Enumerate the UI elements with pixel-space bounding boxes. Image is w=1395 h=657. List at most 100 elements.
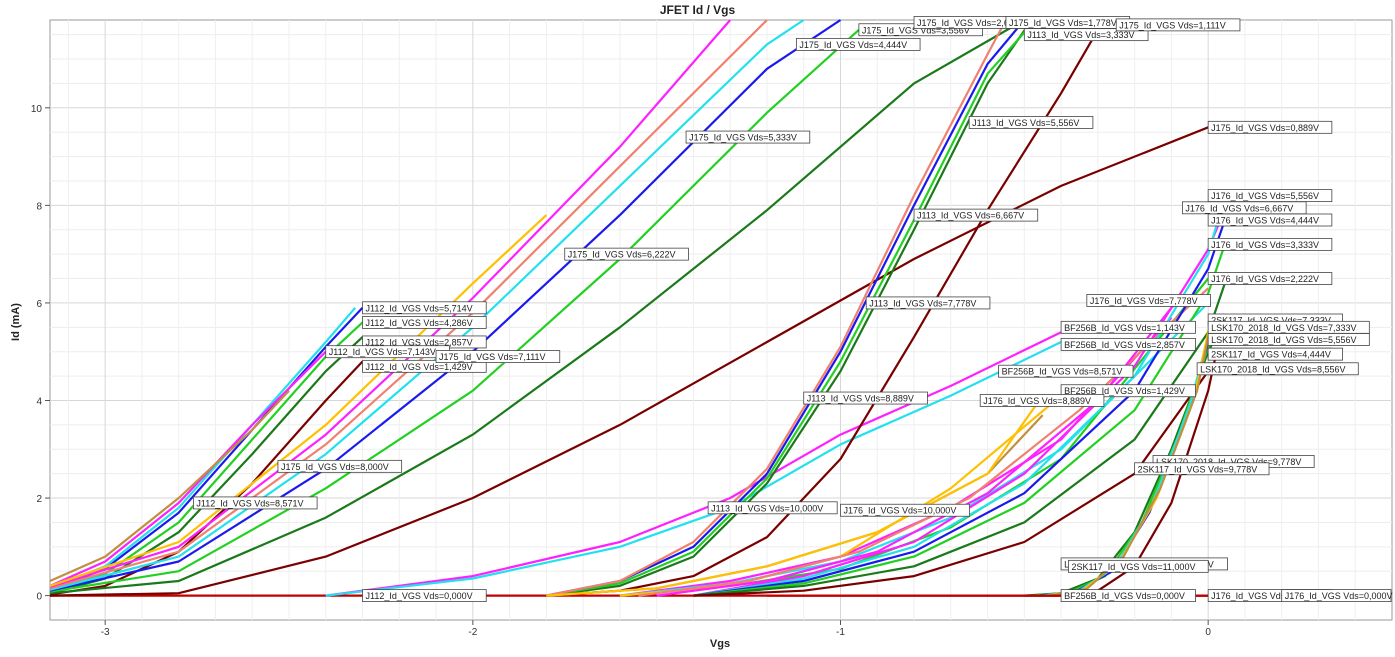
annotation-text: 2SK117_Id_VGS Vds=11,000V [1071, 562, 1195, 572]
annotation-label: J112_Id_VGS Vds=5,714V [362, 301, 487, 315]
annotation-box [1207, 347, 1343, 361]
annotation-text: J112_Id_VGS Vds=4,286V [366, 318, 473, 328]
annotation-label: BF256B_Id_VGS Vds=8,571V [998, 364, 1134, 378]
annotation-text: J175_Id_VGS Vds=3,556V [862, 25, 970, 35]
annotation-label: J176_Id_VGS Vds=6,667V [1182, 201, 1307, 215]
annotation-text: J176_Id_VGS Vds=6,667V [1185, 203, 1293, 213]
annotation-text: J176_Id_VGS Vds=0,000V [1285, 591, 1393, 601]
annotation-label: J175_Id_VGS Vds=5,333V [685, 130, 811, 144]
annotation-text: 2SK117_Id_VGS Vds=9,778V [1138, 464, 1258, 474]
annotation-box [1115, 18, 1241, 32]
series-line [693, 239, 1228, 597]
annotation-text: BF256B_Id_VGS Vds=1,143V [1064, 323, 1185, 333]
annotation-text: J176_Id_VGS Vds=0,000V [1211, 591, 1319, 601]
annotation-text: J176_Id_VGS Vds=4,444V [1211, 216, 1319, 226]
annotation-text: J112_Id_VGS Vds=1,429V [366, 362, 473, 372]
annotation-text: 2SK117_Id_VGS Vds=7,333V [1211, 316, 1331, 326]
annotation-box [362, 316, 487, 329]
annotation-text: BF256B_Id_VGS Vds=8,571V [1002, 367, 1123, 377]
series-line [49, 389, 290, 583]
annotation-text: J113_Id_VGS Vds=3,333V [1027, 30, 1134, 40]
annotation-text: J112_Id_VGS Vds=7,143V [329, 347, 436, 357]
annotation-label: J175_Id_VGS Vds=6,222V [564, 247, 689, 261]
annotation-text: LSK170_2018_Id_VGS Vds=5,556V [1211, 335, 1356, 345]
annotation-text: J176_Id_VGS Vds=10,000V [843, 506, 956, 516]
annotation-box [685, 130, 811, 144]
annotation-text: J175_Id_VGS Vds=0,889V [1211, 123, 1319, 133]
annotation-label: J176_Id_VGS Vds=2,222V [1207, 272, 1333, 285]
y-tick-label: 2 [36, 494, 42, 505]
annotation-label: J175_Id_VGS Vds=0,889V [1207, 120, 1333, 134]
annotation-label: LSK170_2018_Id_VGS Vds=8,556V [1196, 362, 1359, 376]
annotation-text: BF256B_Id_VGS Vds=0,000V [1064, 591, 1185, 601]
annotation-label: J112_Id_VGS Vds=7,143V [325, 345, 450, 359]
annotation-label: J175_Id_VGS Vds=1,111V [1115, 18, 1241, 32]
series-line [49, 19, 1025, 595]
annotation-box [1207, 272, 1333, 285]
annotation-text: J176_Id_VGS Vds=5,556V [1211, 191, 1319, 201]
axes: -3 -2 -1 0 0 2 4 6 8 10 [31, 104, 1212, 638]
annotation-text: J175_Id_VGS Vds=4,444V [799, 40, 907, 50]
annotation-box [707, 501, 838, 515]
annotation-box [968, 116, 1094, 129]
y-tick-label: 8 [36, 201, 42, 212]
series-line [49, 19, 768, 590]
annotation-text: J175_Id_VGS Vds=1,778V [1009, 18, 1117, 28]
annotation-text: BF256B_Id_VGS Vds=1,429V [1064, 386, 1185, 396]
annotation-text: J113_Id_VGS Vds=6,667V [917, 211, 1024, 221]
series-line [546, 29, 1099, 597]
x-axis-title: Vgs [709, 638, 731, 650]
annotation-box [865, 296, 991, 310]
annotation-text: J112_Id_VGS Vds=5,714V [366, 303, 473, 313]
annotation-text: J176_Id_VGS Vds=7,778V [1090, 296, 1198, 306]
annotation-box [362, 589, 487, 603]
annotation-label: J112_Id_VGS Vds=1,429V [362, 359, 487, 373]
annotation-text: LSK170_2018_Id_VGS Vds=8,556V [1200, 364, 1345, 374]
annotation-text: J175_Id_VGS Vds=7,111V [439, 352, 546, 362]
y-tick-label: 4 [36, 396, 42, 407]
annotation-label: J113_Id_VGS Vds=7,778V [865, 296, 991, 310]
annotation-label: J175_Id_VGS Vds=8,000V [277, 459, 403, 473]
annotation-box [1023, 28, 1149, 42]
x-tick-label: 0 [1205, 627, 1211, 638]
annotation-text: J175_Id_VGS Vds=8,000V [281, 462, 389, 472]
annotation-label: J176_Id_VGS Vds=4,444V [1207, 213, 1333, 227]
annotation-box [192, 496, 318, 510]
annotation-box [979, 394, 1105, 407]
annotation-text: 2SK117_Id_VGS Vds=4,444V [1211, 350, 1331, 360]
annotation-box [1207, 213, 1333, 227]
annotation-box [1134, 462, 1270, 476]
series-line [49, 28, 860, 593]
annotation-label: J112_Id_VGS Vds=0,000V [362, 589, 487, 603]
annotation-text: J175_Id_VGS Vds=1,111V [1119, 20, 1226, 30]
x-tick-label: -3 [101, 627, 110, 638]
annotation-box [1207, 120, 1333, 134]
annotation-box [998, 364, 1134, 378]
annotation-box [795, 37, 921, 51]
y-axis-title: Id (mA) [10, 303, 22, 341]
series-line [693, 190, 1228, 597]
y-tick-label: 0 [36, 592, 42, 603]
annotation-box [1060, 589, 1196, 603]
annotation-label: J113_Id_VGS Vds=10,000V [707, 501, 838, 515]
annotation-box [1060, 384, 1196, 398]
annotation-label: J113_Id_VGS Vds=5,556V [968, 116, 1094, 129]
annotation-text: J113_Id_VGS Vds=10,000V [711, 503, 823, 513]
annotation-label: BF256B_Id_VGS Vds=1,429V [1060, 384, 1196, 398]
series-line [49, 214, 548, 587]
annotation-text: J176_Id_VGS Vds=8,889V [983, 396, 1091, 406]
annotation-text: J113_Id_VGS Vds=8,889V [807, 394, 914, 404]
y-tick-label: 6 [36, 299, 42, 310]
annotation-box [1207, 333, 1370, 346]
chart-title: JFET Id / Vgs [659, 3, 736, 17]
annotation-text: LSK170_2018_Id_VGS Vds=9,778V [1156, 457, 1301, 467]
annotation-box [1086, 294, 1211, 307]
series-line [546, 19, 1033, 597]
annotation-label: J176_Id_VGS Vds=8,889V [979, 394, 1105, 407]
annotation-box [1281, 589, 1392, 603]
annotation-label: 2SK117_Id_VGS Vds=11,000V [1068, 559, 1209, 573]
annotation-text: J176_Id_VGS Vds=3,333V [1211, 240, 1319, 250]
annotation-label: J175_Id_VGS Vds=1,778V [1005, 16, 1131, 29]
annotation-box [840, 503, 970, 517]
